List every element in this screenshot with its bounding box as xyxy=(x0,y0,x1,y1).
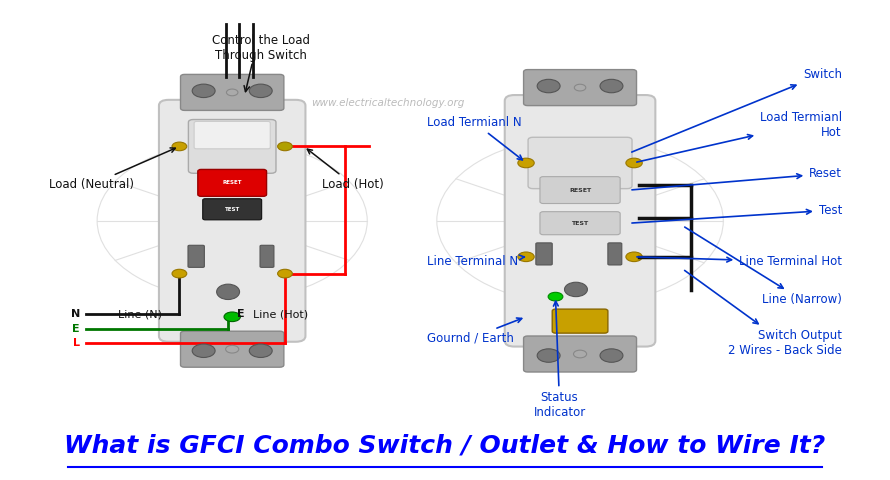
Circle shape xyxy=(574,84,586,91)
FancyBboxPatch shape xyxy=(540,177,620,204)
Text: E: E xyxy=(237,310,244,319)
Text: Load Termianl
Hot: Load Termianl Hot xyxy=(636,111,842,162)
Text: www.electricaltechnology.org: www.electricaltechnology.org xyxy=(311,98,465,108)
FancyBboxPatch shape xyxy=(536,243,552,265)
Circle shape xyxy=(573,350,587,358)
Text: E: E xyxy=(72,324,80,334)
Circle shape xyxy=(600,349,623,362)
Circle shape xyxy=(226,345,239,353)
FancyBboxPatch shape xyxy=(608,243,622,265)
Circle shape xyxy=(548,292,562,301)
Text: Control the Load
Through Switch: Control the Load Through Switch xyxy=(212,34,310,62)
Circle shape xyxy=(224,312,240,322)
Text: TEST: TEST xyxy=(224,207,239,212)
Circle shape xyxy=(518,252,534,262)
FancyBboxPatch shape xyxy=(528,137,632,189)
FancyBboxPatch shape xyxy=(260,245,274,267)
Circle shape xyxy=(278,269,292,278)
FancyBboxPatch shape xyxy=(189,120,276,173)
FancyBboxPatch shape xyxy=(540,212,620,235)
Text: Line Terminal Hot: Line Terminal Hot xyxy=(637,255,842,268)
Text: RESET: RESET xyxy=(222,180,242,185)
Circle shape xyxy=(600,79,623,93)
Text: What is GFCI Combo Switch / Outlet & How to Wire It?: What is GFCI Combo Switch / Outlet & How… xyxy=(64,433,826,457)
Circle shape xyxy=(626,158,643,168)
Circle shape xyxy=(278,142,292,151)
Ellipse shape xyxy=(216,284,239,300)
Circle shape xyxy=(226,89,238,96)
Circle shape xyxy=(172,142,187,151)
FancyBboxPatch shape xyxy=(188,245,205,267)
Text: Line (Narrow): Line (Narrow) xyxy=(684,227,842,307)
Text: Load (Neutral): Load (Neutral) xyxy=(49,148,175,192)
Circle shape xyxy=(249,84,272,97)
Text: Switch: Switch xyxy=(632,68,842,152)
Circle shape xyxy=(192,344,215,358)
Circle shape xyxy=(192,84,215,97)
Text: Status
Indicator: Status Indicator xyxy=(533,301,586,419)
FancyBboxPatch shape xyxy=(181,331,284,367)
Text: Switch Output
2 Wires - Back Side: Switch Output 2 Wires - Back Side xyxy=(684,270,842,357)
Circle shape xyxy=(518,158,534,168)
FancyBboxPatch shape xyxy=(181,74,284,110)
Text: N: N xyxy=(70,310,80,319)
Text: Reset: Reset xyxy=(632,167,842,190)
Text: Line (Hot): Line (Hot) xyxy=(253,310,308,319)
Text: Line (N): Line (N) xyxy=(117,310,162,319)
Text: L: L xyxy=(73,338,80,348)
FancyBboxPatch shape xyxy=(203,199,262,220)
Ellipse shape xyxy=(564,282,587,297)
Circle shape xyxy=(172,269,187,278)
Circle shape xyxy=(538,79,560,93)
Circle shape xyxy=(538,349,560,362)
Text: Test: Test xyxy=(632,204,842,223)
Text: RESET: RESET xyxy=(569,188,591,192)
Text: Gournd / Earth: Gournd / Earth xyxy=(427,318,522,345)
FancyBboxPatch shape xyxy=(194,121,271,149)
Text: Load Termianl N: Load Termianl N xyxy=(427,116,522,160)
FancyBboxPatch shape xyxy=(552,309,608,333)
FancyBboxPatch shape xyxy=(505,95,655,347)
FancyBboxPatch shape xyxy=(198,169,267,196)
FancyBboxPatch shape xyxy=(523,336,636,372)
FancyBboxPatch shape xyxy=(159,100,305,342)
Text: TEST: TEST xyxy=(571,221,588,226)
Text: Line Terminal N: Line Terminal N xyxy=(427,255,524,268)
FancyBboxPatch shape xyxy=(523,70,636,106)
Text: Load (Hot): Load (Hot) xyxy=(307,149,384,192)
Circle shape xyxy=(249,344,272,358)
Circle shape xyxy=(626,252,643,262)
